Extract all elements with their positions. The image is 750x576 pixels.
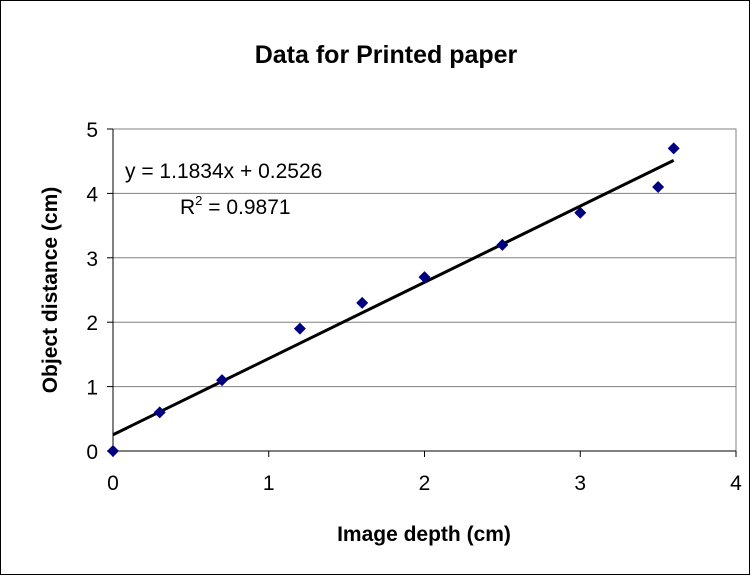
data-point-4 — [293, 322, 306, 335]
grid-lines — [113, 128, 736, 388]
plot-area: 0 1 2 3 4 5 0 1 2 3 4 — [86, 119, 742, 495]
data-point-3 — [216, 374, 229, 387]
trendline — [112, 159, 675, 437]
y-tick-label-4: 4 — [86, 183, 98, 206]
data-point-1 — [107, 445, 119, 457]
data-point-6 — [418, 271, 431, 284]
data-point-7 — [496, 238, 509, 251]
data-points — [107, 142, 680, 457]
x-tick-label-4: 4 — [730, 472, 742, 495]
x-tick-labels: 0 1 2 3 4 — [107, 472, 742, 495]
y-tick-label-2: 2 — [86, 312, 98, 335]
data-point-2 — [153, 406, 166, 419]
y-tick-labels: 0 1 2 3 4 5 — [86, 119, 98, 464]
y-tick-label-0: 0 — [86, 441, 98, 464]
y-tick-label-1: 1 — [86, 377, 98, 400]
x-tick-label-1: 1 — [263, 472, 275, 495]
r-squared-prefix: R — [180, 196, 195, 219]
x-tick-label-0: 0 — [107, 472, 119, 495]
y-tick-label-3: 3 — [86, 248, 98, 271]
x-axis-label: Image depth (cm) — [337, 523, 511, 546]
x-tick-label-2: 2 — [419, 472, 431, 495]
y-axis-label: Object distance (cm) — [39, 187, 62, 394]
x-tick-label-3: 3 — [574, 472, 586, 495]
r-squared-superscript: 2 — [195, 193, 202, 208]
data-point-9 — [652, 180, 665, 193]
data-point-5 — [356, 296, 369, 309]
chart-title: Data for Printed paper — [255, 41, 518, 69]
data-point-8 — [574, 206, 587, 219]
r-squared-value: = 0.9871 — [202, 196, 290, 219]
axes — [107, 128, 737, 457]
y-tick-label-5: 5 — [86, 119, 98, 142]
r-squared-label: R2 = 0.9871 — [180, 193, 291, 219]
data-point-10 — [667, 142, 680, 155]
trendline-equation: y = 1.1834x + 0.2526 — [125, 160, 322, 183]
